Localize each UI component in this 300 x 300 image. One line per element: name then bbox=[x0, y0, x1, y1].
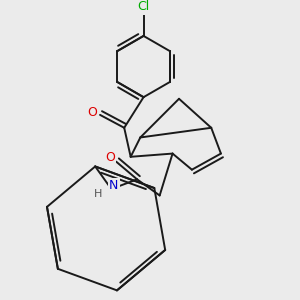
Text: O: O bbox=[105, 151, 115, 164]
Text: O: O bbox=[87, 106, 97, 119]
Text: Cl: Cl bbox=[137, 0, 150, 13]
Text: N: N bbox=[109, 179, 119, 192]
Text: H: H bbox=[94, 189, 102, 199]
